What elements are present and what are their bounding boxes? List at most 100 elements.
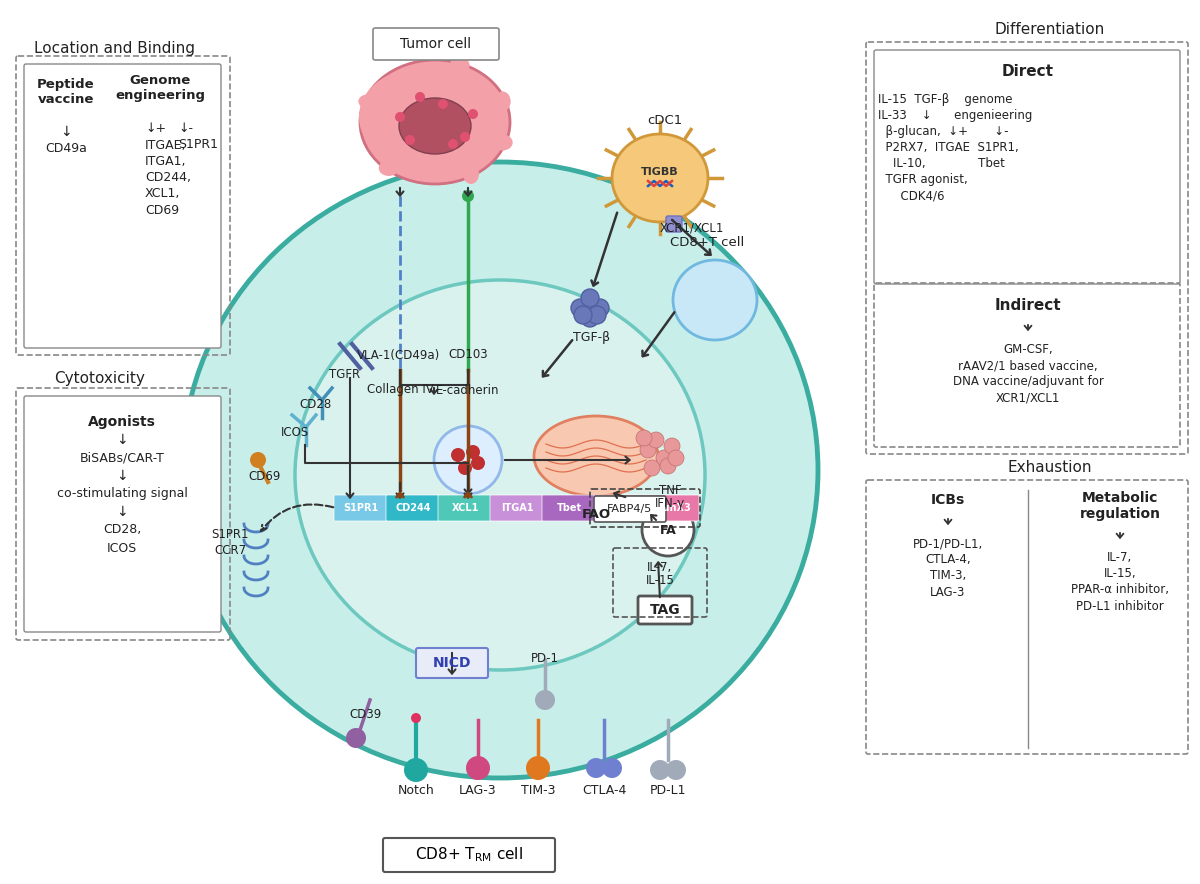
Circle shape — [648, 432, 664, 448]
Text: ↓: ↓ — [116, 469, 128, 483]
Text: FABP4/5: FABP4/5 — [607, 504, 653, 514]
Text: ICOS: ICOS — [281, 425, 310, 438]
FancyBboxPatch shape — [24, 64, 221, 348]
Circle shape — [468, 109, 478, 119]
Text: TGF-β: TGF-β — [574, 332, 611, 345]
Circle shape — [434, 426, 502, 494]
FancyBboxPatch shape — [666, 216, 682, 232]
Circle shape — [404, 758, 428, 782]
Text: PD-L1 inhibitor: PD-L1 inhibitor — [1076, 599, 1164, 613]
Text: IL-33    ↓      engenieering: IL-33 ↓ engenieering — [878, 110, 1032, 123]
Text: S1PR1: S1PR1 — [343, 503, 379, 513]
Text: Metabolic: Metabolic — [1082, 491, 1158, 505]
Circle shape — [535, 690, 554, 710]
Circle shape — [406, 135, 415, 145]
FancyBboxPatch shape — [438, 495, 491, 521]
Circle shape — [586, 758, 606, 778]
Text: co-stimulating signal: co-stimulating signal — [56, 487, 187, 500]
Text: XCL1,: XCL1, — [145, 187, 180, 201]
Text: PD-1/PD-L1,: PD-1/PD-L1, — [913, 537, 983, 551]
Text: ITGAE,: ITGAE, — [145, 139, 186, 151]
Text: TGFR agonist,: TGFR agonist, — [878, 173, 967, 187]
Text: Tbet: Tbet — [557, 503, 582, 513]
Circle shape — [395, 112, 406, 122]
Text: IL-15: IL-15 — [646, 574, 674, 586]
Text: IL-15,: IL-15, — [1104, 568, 1136, 581]
Circle shape — [666, 760, 686, 780]
Text: Genome
engineering: Genome engineering — [115, 74, 205, 102]
Text: CD244: CD244 — [395, 503, 431, 513]
FancyBboxPatch shape — [542, 495, 595, 521]
Circle shape — [636, 430, 652, 446]
Text: TAG: TAG — [649, 603, 680, 617]
Text: CD244,: CD244, — [145, 171, 191, 185]
Text: ITGA1,: ITGA1, — [145, 156, 186, 169]
Circle shape — [592, 299, 610, 317]
Text: ICBs: ICBs — [931, 493, 965, 507]
Text: XCL1: XCL1 — [451, 503, 479, 513]
Circle shape — [644, 460, 660, 476]
Circle shape — [664, 438, 680, 454]
Text: IL-7,: IL-7, — [1108, 552, 1133, 565]
Text: TIGBB: TIGBB — [641, 167, 679, 177]
Text: IL-15  TGF-β    genome: IL-15 TGF-β genome — [878, 94, 1013, 106]
Ellipse shape — [493, 134, 512, 150]
Text: cDC1: cDC1 — [647, 113, 683, 126]
Circle shape — [656, 450, 672, 466]
Text: RunX3: RunX3 — [655, 503, 691, 513]
Text: CCR7: CCR7 — [214, 544, 246, 557]
Text: CDK4/6: CDK4/6 — [878, 189, 944, 202]
FancyBboxPatch shape — [383, 838, 554, 872]
Text: CD28: CD28 — [299, 399, 331, 411]
Text: IFN-γ: IFN-γ — [655, 498, 685, 510]
Text: BiSABs/CAR-T: BiSABs/CAR-T — [79, 452, 164, 464]
Ellipse shape — [450, 57, 469, 74]
FancyBboxPatch shape — [594, 496, 666, 522]
Ellipse shape — [359, 95, 377, 109]
Circle shape — [642, 504, 694, 556]
Text: CD69: CD69 — [248, 469, 281, 483]
Text: CD28,: CD28, — [103, 523, 142, 537]
Text: ↓+: ↓+ — [145, 121, 166, 134]
Text: E-cadherin: E-cadherin — [437, 384, 499, 397]
Ellipse shape — [182, 162, 818, 778]
Circle shape — [581, 289, 599, 307]
Text: regulation: regulation — [1080, 507, 1160, 521]
Text: DNA vaccine/adjuvant for: DNA vaccine/adjuvant for — [953, 376, 1104, 388]
Text: CD8+ T$_{\mathregular{RM}}$ cell: CD8+ T$_{\mathregular{RM}}$ cell — [415, 846, 523, 865]
Circle shape — [526, 756, 550, 780]
FancyBboxPatch shape — [416, 648, 488, 678]
FancyBboxPatch shape — [874, 50, 1180, 284]
Circle shape — [640, 442, 656, 458]
Text: Tumor cell: Tumor cell — [401, 37, 472, 51]
Text: ↓: ↓ — [116, 433, 128, 447]
Circle shape — [660, 458, 676, 474]
Text: TIM-3,: TIM-3, — [930, 569, 966, 583]
Text: VLA-1(CD49a): VLA-1(CD49a) — [358, 348, 440, 362]
Text: NICD: NICD — [433, 656, 472, 670]
Text: CD39: CD39 — [350, 707, 382, 720]
Circle shape — [462, 190, 474, 202]
Circle shape — [458, 461, 472, 475]
Circle shape — [668, 450, 684, 466]
Text: CD69: CD69 — [145, 203, 179, 217]
Text: CD103: CD103 — [448, 348, 488, 362]
Text: XCR1/XCL1: XCR1/XCL1 — [996, 392, 1060, 405]
Text: LAG-3: LAG-3 — [460, 783, 497, 796]
Text: CTLA-4,: CTLA-4, — [925, 553, 971, 567]
Circle shape — [574, 306, 592, 324]
Circle shape — [415, 92, 425, 102]
Text: Collagen IV: Collagen IV — [367, 384, 433, 397]
FancyBboxPatch shape — [386, 495, 439, 521]
Text: Notch: Notch — [397, 783, 434, 796]
Text: Indirect: Indirect — [995, 299, 1061, 314]
Text: CTLA-4: CTLA-4 — [582, 783, 626, 796]
Text: XCR1/XCL1: XCR1/XCL1 — [660, 222, 724, 234]
Ellipse shape — [360, 60, 510, 184]
Text: ITGAE: ITGAE — [605, 503, 637, 513]
Circle shape — [571, 299, 589, 317]
Text: ↓-: ↓- — [178, 121, 193, 134]
Text: ITGA1: ITGA1 — [500, 503, 533, 513]
Text: PPAR-α inhibitor,: PPAR-α inhibitor, — [1072, 583, 1169, 597]
Circle shape — [470, 456, 485, 470]
